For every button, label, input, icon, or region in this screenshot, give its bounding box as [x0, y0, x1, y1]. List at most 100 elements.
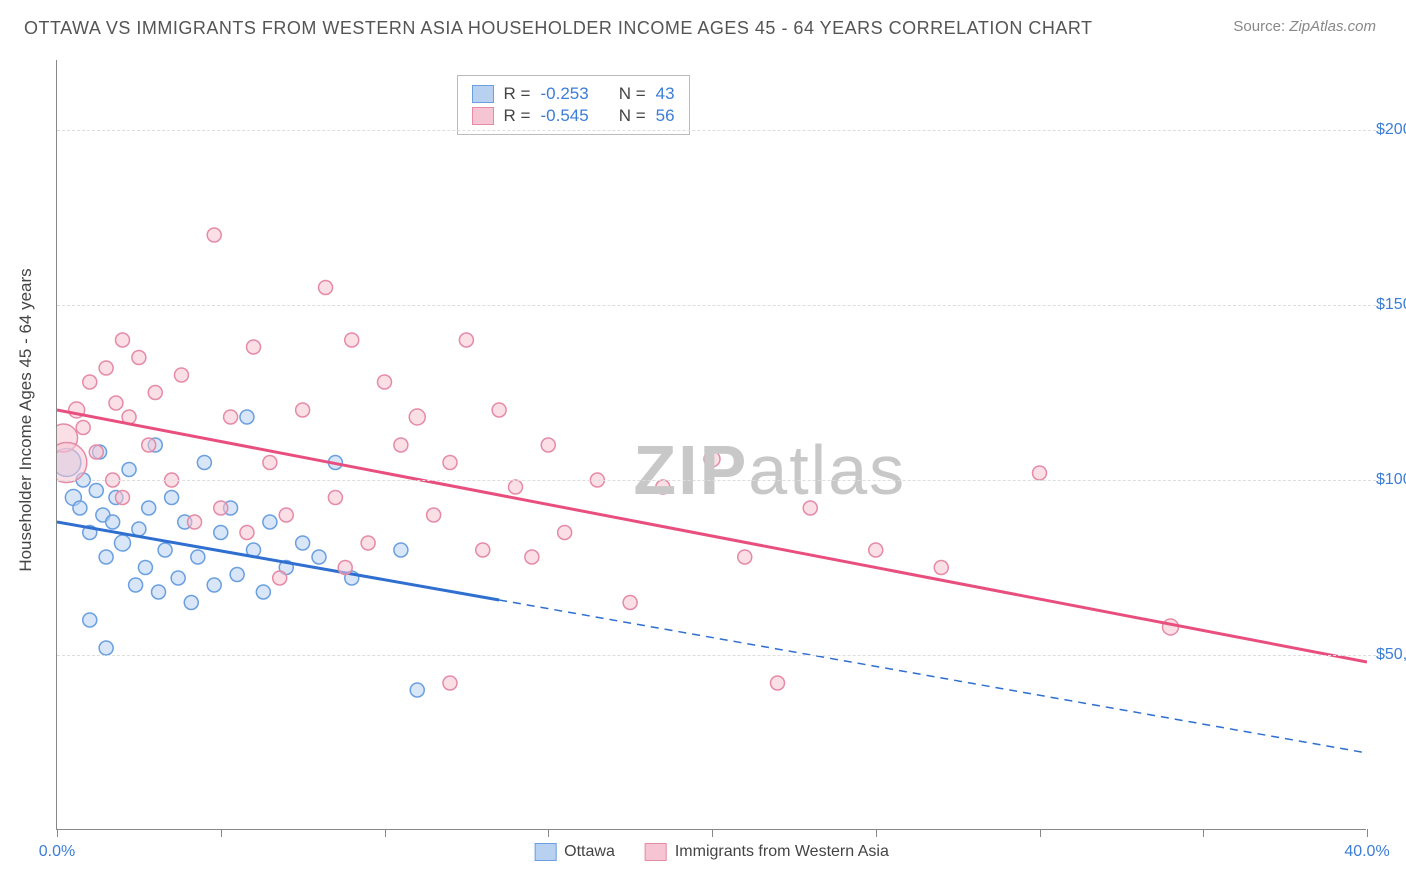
legend-swatch: [472, 85, 494, 103]
data-point: [296, 536, 310, 550]
data-point: [409, 409, 425, 425]
data-point: [109, 396, 123, 410]
source-attribution: Source: ZipAtlas.com: [1233, 18, 1376, 35]
gridline: [57, 305, 1386, 306]
data-point: [296, 403, 310, 417]
x-tick: [57, 829, 58, 837]
x-tick: [876, 829, 877, 837]
trend-line: [57, 522, 499, 600]
data-point: [263, 456, 277, 470]
data-point: [279, 508, 293, 522]
x-tick: [221, 829, 222, 837]
data-point: [191, 550, 205, 564]
data-point: [99, 550, 113, 564]
chart-svg: [57, 60, 1367, 830]
gridline: [57, 655, 1386, 656]
series-legend: Ottawa Immigrants from Western Asia: [534, 843, 889, 861]
data-point: [803, 501, 817, 515]
source-label: Source:: [1233, 18, 1285, 35]
data-point: [116, 333, 130, 347]
data-point: [312, 550, 326, 564]
legend-row: R =-0.545N =56: [472, 106, 675, 126]
gridline: [57, 130, 1386, 131]
data-point: [378, 375, 392, 389]
data-point: [148, 386, 162, 400]
data-point: [165, 491, 179, 505]
data-point: [184, 596, 198, 610]
legend-n-label: N =: [619, 106, 646, 126]
data-point: [99, 361, 113, 375]
y-axis-title: Householder Income Ages 45 - 64 years: [16, 268, 36, 571]
legend-n-label: N =: [619, 84, 646, 104]
data-point: [174, 368, 188, 382]
data-point: [142, 438, 156, 452]
data-point: [476, 543, 490, 557]
gridline: [57, 480, 1386, 481]
data-point: [99, 641, 113, 655]
data-point: [934, 561, 948, 575]
data-point: [115, 535, 131, 551]
data-point: [132, 351, 146, 365]
data-point: [158, 543, 172, 557]
data-point: [738, 550, 752, 564]
trend-line-extrapolated: [499, 600, 1367, 753]
data-point: [410, 683, 424, 697]
data-point: [509, 480, 523, 494]
data-point: [83, 375, 97, 389]
data-point: [525, 550, 539, 564]
data-point: [247, 340, 261, 354]
data-point: [152, 585, 166, 599]
x-tick: [1203, 829, 1204, 837]
data-point: [89, 484, 103, 498]
data-point: [1163, 619, 1179, 635]
series-legend-label: Immigrants from Western Asia: [675, 843, 889, 861]
y-tick-label: $150,000: [1376, 296, 1406, 314]
data-point: [319, 281, 333, 295]
data-point: [89, 445, 103, 459]
x-tick: [1367, 829, 1368, 837]
x-tick-label: 0.0%: [39, 843, 75, 861]
data-point: [224, 410, 238, 424]
data-point: [704, 451, 720, 467]
data-point: [345, 333, 359, 347]
data-point: [492, 403, 506, 417]
data-point: [207, 578, 221, 592]
data-point: [76, 421, 90, 435]
data-point: [541, 438, 555, 452]
data-point: [656, 480, 670, 494]
legend-n-value: 56: [656, 106, 675, 126]
correlation-legend: R =-0.253N =43R =-0.545N =56: [457, 75, 690, 135]
data-point: [214, 501, 228, 515]
data-point: [771, 676, 785, 690]
data-point: [623, 596, 637, 610]
data-point: [230, 568, 244, 582]
legend-swatch: [472, 107, 494, 125]
data-point: [188, 515, 202, 529]
data-point: [214, 526, 228, 540]
data-point: [328, 491, 342, 505]
data-point: [263, 515, 277, 529]
data-point: [129, 578, 143, 592]
plot-area: ZIPatlas R =-0.253N =43R =-0.545N =56 Ot…: [56, 60, 1366, 830]
legend-row: R =-0.253N =43: [472, 84, 675, 104]
data-point: [394, 543, 408, 557]
x-tick: [548, 829, 549, 837]
data-point: [427, 508, 441, 522]
data-point: [361, 536, 375, 550]
data-point: [116, 491, 130, 505]
legend-n-value: 43: [656, 84, 675, 104]
data-point: [240, 410, 254, 424]
legend-swatch: [645, 843, 667, 861]
x-tick: [1040, 829, 1041, 837]
data-point: [73, 501, 87, 515]
legend-swatch: [534, 843, 556, 861]
data-point: [207, 228, 221, 242]
series-legend-item: Ottawa: [534, 843, 615, 861]
data-point: [240, 526, 254, 540]
legend-r-value: -0.545: [540, 106, 588, 126]
data-point: [256, 585, 270, 599]
y-tick-label: $100,000: [1376, 471, 1406, 489]
data-point: [132, 522, 146, 536]
source-value: ZipAtlas.com: [1289, 18, 1376, 35]
data-point: [197, 456, 211, 470]
